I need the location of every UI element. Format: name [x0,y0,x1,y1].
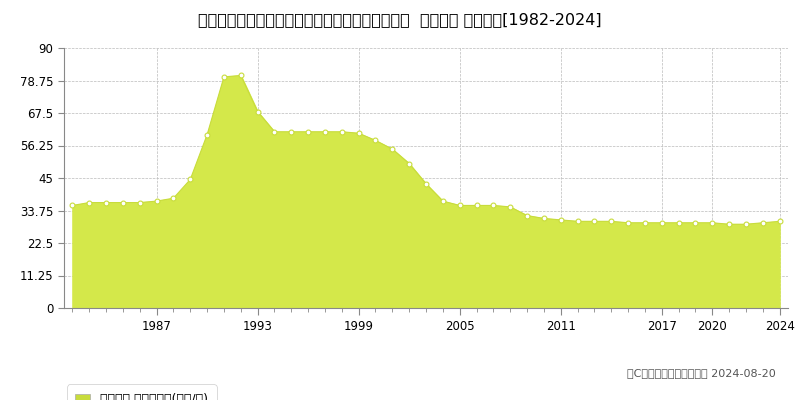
Text: 兵庫県神戸市垂水区つつじが丘２丁目１１番１２  地価公示 地価推移[1982-2024]: 兵庫県神戸市垂水区つつじが丘２丁目１１番１２ 地価公示 地価推移[1982-20… [198,12,602,27]
Text: （C）土地価格ドットコム 2024-08-20: （C）土地価格ドットコム 2024-08-20 [627,368,776,378]
Legend: 地価公示 平均坪単価(万円/坪): 地価公示 平均坪単価(万円/坪) [70,388,214,400]
